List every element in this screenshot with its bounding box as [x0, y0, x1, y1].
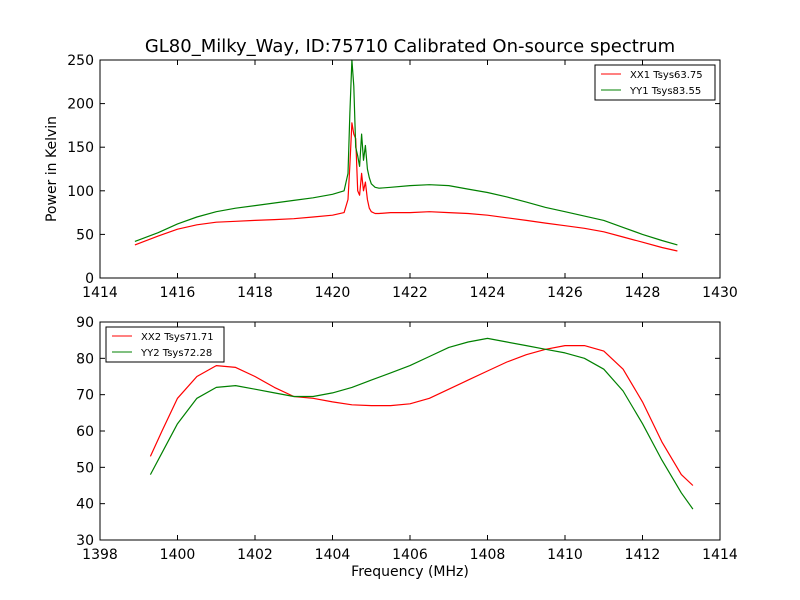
top-ytick-label: 100 [67, 184, 94, 200]
bottom-ytick-label: 90 [76, 315, 94, 331]
top-xtick-label: 1414 [82, 285, 118, 301]
bottom-legend-label-yy2: YY2 Tsys72.28 [140, 348, 212, 359]
bottom-xtick-label: 1404 [315, 547, 351, 563]
bottom-xtick-label: 1406 [392, 547, 428, 563]
bottom-ytick-label: 80 [76, 351, 94, 367]
top-xtick-label: 1430 [702, 285, 738, 301]
bottom-ytick-label: 60 [76, 424, 94, 440]
top-panel: 1414 1416 1418 1420 1422 1424 1426 1428 1430 0 50 1… [44, 53, 738, 301]
top-legend-frame [594, 64, 716, 101]
bottom-xtick-label: 1398 [82, 547, 118, 563]
top-panel-legend: XX1 Tsys63.75 YY1 Tsys83.55 [594, 64, 716, 101]
bottom-xtick-label: 1400 [160, 547, 196, 563]
top-xtick-label: 1428 [625, 285, 661, 301]
top-xtick-label: 1418 [237, 285, 273, 301]
top-panel-ticks: 1414 1416 1418 1420 1422 1424 1426 1428 1430 0 50 1… [67, 53, 738, 301]
top-legend-label-yy1: YY1 Tsys83.55 [629, 86, 701, 97]
bottom-ytick-label: 30 [76, 533, 94, 549]
chart-title: GL80_Milky_Way, ID:75710 Calibrated On-s… [145, 36, 675, 57]
bottom-xtick-label: 1408 [470, 547, 506, 563]
bottom-xtick-label: 1412 [625, 547, 661, 563]
top-legend-label-xx1: XX1 Tsys63.75 [630, 70, 703, 81]
top-ytick-label: 200 [67, 97, 94, 113]
bottom-legend-frame [105, 326, 225, 363]
top-ytick-label: 0 [85, 271, 94, 287]
top-series-line-1 [134, 59, 678, 246]
top-series-line-0 [134, 122, 678, 252]
bottom-ytick-label: 40 [76, 497, 94, 513]
top-xtick-label: 1426 [547, 285, 583, 301]
bottom-panel: 1398 1400 1402 1404 1406 1408 1410 1412 1414 30 40… [76, 315, 738, 580]
top-xtick-label: 1416 [160, 285, 196, 301]
bottom-panel-legend: XX2 Tsys71.71 YY2 Tsys72.28 [105, 326, 225, 363]
top-xtick-label: 1420 [315, 285, 351, 301]
bottom-xtick-label: 1410 [547, 547, 583, 563]
bottom-ytick-label: 70 [76, 388, 94, 404]
bottom-series-line-0 [149, 345, 694, 486]
bottom-series-line-1 [149, 337, 694, 510]
top-ytick-label: 250 [67, 53, 94, 69]
bottom-xtick-label: 1402 [237, 547, 273, 563]
bottom-panel-xlabel: Frequency (MHz) [351, 564, 469, 580]
bottom-panel-series [149, 337, 694, 510]
top-xtick-label: 1424 [470, 285, 506, 301]
top-xtick-label: 1422 [392, 285, 428, 301]
bottom-legend-label-xx2: XX2 Tsys71.71 [141, 332, 214, 343]
top-panel-series [134, 59, 678, 252]
bottom-ytick-label: 50 [76, 460, 94, 476]
bottom-xtick-label: 1414 [702, 547, 738, 563]
bottom-panel-ticks: 1398 1400 1402 1404 1406 1408 1410 1412 1414 30 40… [76, 315, 738, 563]
top-panel-ylabel: Power in Kelvin [44, 116, 60, 222]
top-ytick-label: 50 [76, 227, 94, 243]
top-ytick-label: 150 [67, 140, 94, 156]
